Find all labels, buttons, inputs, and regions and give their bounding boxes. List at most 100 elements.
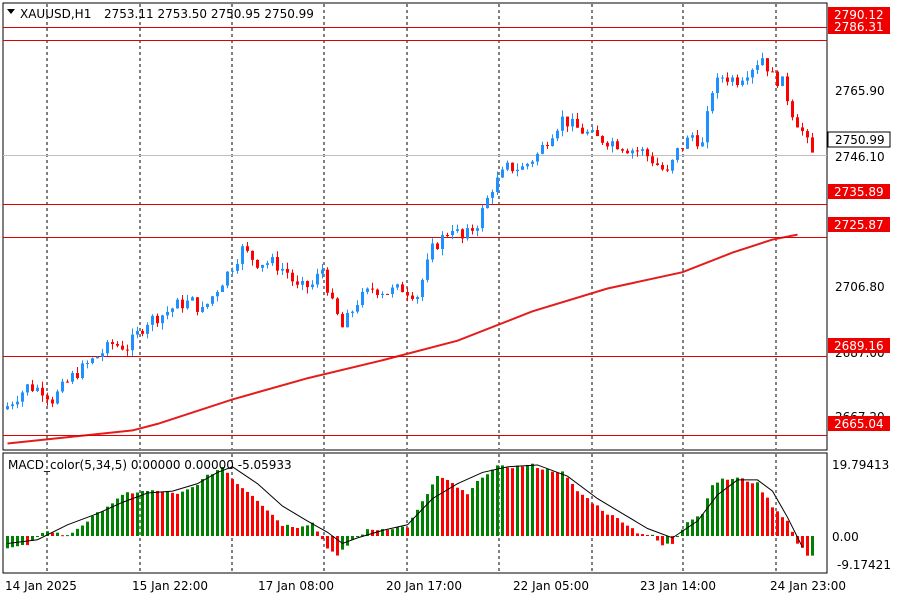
candle-body (451, 230, 454, 236)
candle (116, 341, 119, 348)
candle-body (291, 272, 294, 282)
candle (326, 267, 329, 296)
macd-bar (596, 505, 599, 536)
candle (316, 268, 319, 288)
candle-body (806, 131, 809, 138)
candle (181, 295, 184, 313)
macd-bar (276, 520, 279, 536)
candle (21, 390, 24, 407)
candle-body (686, 137, 689, 149)
macd-bar (446, 479, 449, 536)
candle (501, 166, 504, 179)
macd-bar (146, 490, 149, 536)
candle-body (606, 142, 609, 147)
candle (566, 116, 569, 132)
candle-body (656, 163, 659, 166)
candle (536, 152, 539, 166)
candle (131, 328, 134, 356)
current-price-tag: 2750.99 (827, 131, 891, 148)
candle (186, 294, 189, 310)
macd-bar (406, 527, 409, 536)
macd-bar (101, 511, 104, 536)
candle-body (741, 80, 744, 86)
candle-body (116, 344, 119, 346)
candle-body (96, 356, 99, 359)
macd-bar (241, 488, 244, 536)
candle (226, 271, 229, 289)
candle-body (636, 150, 639, 152)
macd-bar (11, 536, 14, 548)
candle-body (171, 308, 174, 312)
macd-bar (391, 529, 394, 536)
candle-body (241, 246, 244, 264)
candle (621, 148, 624, 153)
candle (361, 287, 364, 308)
candle-body (231, 270, 234, 272)
candle (36, 384, 39, 393)
macd-bar (246, 491, 249, 536)
price-pane-frame (2, 2, 828, 451)
candle-body (416, 297, 419, 299)
candle-body (801, 127, 804, 132)
price-tag-box (828, 184, 890, 199)
macd-bar (791, 531, 794, 536)
candle-body (421, 279, 424, 298)
macd-bar (551, 471, 554, 536)
candle (161, 314, 164, 330)
candle-body (466, 228, 469, 239)
macd-bar (41, 532, 44, 536)
macd-bar (281, 525, 284, 536)
macd-bar (416, 509, 419, 536)
candle (481, 204, 484, 232)
candle-body (91, 358, 94, 364)
macd-bar (591, 503, 594, 536)
candle-body (681, 148, 684, 150)
candle (696, 130, 699, 150)
candle-body (481, 208, 484, 229)
macd-bar (436, 475, 439, 536)
candle (486, 195, 489, 209)
price-tag-label: 2786.31 (834, 20, 884, 34)
macd-bar (76, 528, 79, 536)
candle (76, 366, 79, 380)
macd-bar (501, 465, 504, 536)
macd-bar (731, 478, 734, 536)
candle-body (86, 363, 89, 365)
candle (616, 138, 619, 150)
macd-bar (751, 483, 754, 536)
time-label: 20 Jan 17:00 (386, 579, 462, 593)
candle (201, 301, 204, 313)
time-label: 23 Jan 14:00 (640, 579, 716, 593)
macd-bar (411, 517, 414, 536)
candle-body (326, 269, 329, 293)
macd-bar (656, 536, 659, 541)
macd-bar (226, 472, 229, 536)
candle-body (36, 387, 39, 391)
macd-bar (366, 529, 369, 536)
candle (221, 284, 224, 293)
candle (436, 242, 439, 250)
candle-body (711, 93, 714, 112)
horizontal-levels[interactable] (3, 27, 827, 436)
candle-body (501, 169, 504, 178)
candle-body (311, 284, 314, 288)
candle (356, 300, 359, 314)
candle-body (371, 288, 374, 290)
price-tag-2735: 2735.89 (828, 184, 890, 199)
time-label: 24 Jan 23:00 (770, 579, 846, 593)
candle (656, 157, 659, 166)
macd-bar (21, 536, 24, 546)
macd-bar (91, 516, 94, 536)
chevron-down-icon[interactable] (7, 9, 15, 14)
candle (686, 135, 689, 150)
candle-body (246, 246, 249, 251)
price-tag-label: 2735.89 (834, 185, 884, 199)
candle (776, 70, 779, 88)
candle (216, 290, 219, 302)
time-label: 22 Jan 05:00 (513, 579, 589, 593)
candle (366, 287, 369, 295)
candle (301, 276, 304, 291)
macd-bar (686, 522, 689, 536)
